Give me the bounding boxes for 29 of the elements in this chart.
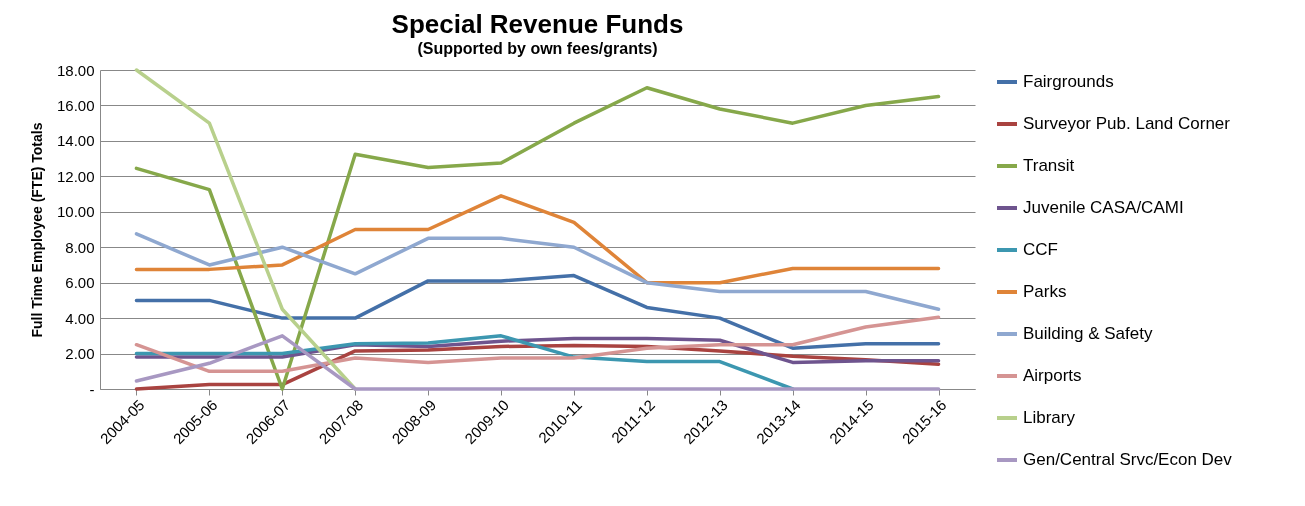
legend-label: Gen/Central Srvc/Econ Dev <box>1023 450 1233 469</box>
y-axis-title: Full Time Employee (FTE) Totals <box>28 122 45 338</box>
y-tick-label: 14.00 <box>56 132 95 150</box>
y-tick-label: 2.00 <box>65 345 95 363</box>
line-series <box>134 232 941 311</box>
legend-label: Library <box>1023 408 1076 427</box>
y-tick-label: 8.00 <box>65 238 95 256</box>
legend-label: Building & Safety <box>1023 324 1153 343</box>
chart-subtitle: (Supported by own fees/grants) <box>417 40 658 57</box>
y-tick-label: 16.00 <box>56 96 95 114</box>
line-series <box>134 194 941 285</box>
y-tick-label: 4.00 <box>65 309 95 327</box>
y-tick-label: 12.00 <box>56 167 95 185</box>
line-series <box>134 334 941 391</box>
legend-label: Airports <box>1023 366 1082 385</box>
line-series <box>134 315 941 374</box>
legend-label: Surveyor Pub. Land Corner <box>1023 114 1231 133</box>
legend-label: Parks <box>1023 282 1067 301</box>
y-tick-label: 10.00 <box>56 203 95 221</box>
y-tick-label: 18.00 <box>56 61 95 79</box>
legend-label: CCF <box>1023 240 1058 259</box>
line-series <box>134 273 941 350</box>
chart-title: Special Revenue Funds <box>391 9 684 39</box>
legend-label: Juvenile CASA/CAMI <box>1023 198 1184 217</box>
legend-label: Fairgrounds <box>1023 72 1114 91</box>
y-tick-label: - <box>89 380 95 398</box>
y-tick-label: 6.00 <box>65 274 95 292</box>
legend-label: Transit <box>1023 156 1075 175</box>
line-series <box>134 85 941 391</box>
